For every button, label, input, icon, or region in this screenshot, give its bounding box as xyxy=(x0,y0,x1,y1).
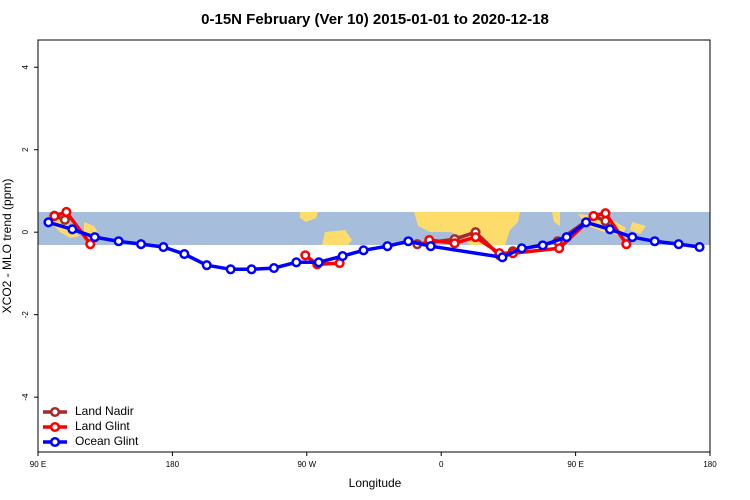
data-point xyxy=(470,232,481,243)
data-point xyxy=(291,257,302,268)
data-point xyxy=(425,241,436,252)
data-point xyxy=(516,243,527,254)
data-point xyxy=(49,211,60,222)
y-tick-label: 0 xyxy=(21,229,30,234)
legend-label: Land Nadir xyxy=(75,404,134,418)
data-point xyxy=(43,217,54,228)
y-tick-label: 4 xyxy=(21,64,30,69)
data-point xyxy=(449,238,460,249)
data-point xyxy=(588,211,599,222)
legend-marker xyxy=(49,421,61,433)
land xyxy=(322,230,352,245)
series xyxy=(43,217,705,275)
data-point xyxy=(621,239,632,250)
land xyxy=(630,222,646,234)
data-point xyxy=(537,240,548,251)
y-axis-label: XCO2 - MLO trend (ppm) xyxy=(0,179,14,314)
data-point xyxy=(61,206,72,218)
data-point xyxy=(403,236,414,247)
data-point xyxy=(649,236,660,247)
legend-label: Ocean Glint xyxy=(75,434,139,448)
data-point xyxy=(85,239,96,250)
legend-label: Land Glint xyxy=(75,419,130,433)
data-point xyxy=(627,232,638,243)
data-point xyxy=(358,245,369,256)
x-tick-label: 90 E xyxy=(30,460,46,469)
data-point xyxy=(225,264,236,275)
data-point xyxy=(497,252,508,263)
data-point xyxy=(561,232,572,243)
chart-title: 0-15N February (Ver 10) 2015-01-01 to 20… xyxy=(201,11,549,28)
data-point xyxy=(67,224,78,235)
y-tick-label: -2 xyxy=(21,311,30,319)
land xyxy=(552,212,560,226)
data-point xyxy=(300,250,311,261)
plot-frame xyxy=(37,39,711,453)
data-point xyxy=(337,251,348,262)
data-point xyxy=(158,241,169,253)
data-point xyxy=(694,241,705,253)
y-tick-label: -4 xyxy=(21,393,30,401)
x-tick-label: 180 xyxy=(703,460,717,469)
y-tick-label: 2 xyxy=(21,147,30,152)
legend-marker xyxy=(49,406,61,418)
data-point xyxy=(89,232,100,243)
x-tick-label: 0 xyxy=(439,460,444,469)
data-point xyxy=(135,239,147,250)
x-tick-label: 90 E xyxy=(567,460,583,469)
data-point xyxy=(268,263,279,274)
data-point xyxy=(246,264,257,275)
legend-marker xyxy=(49,436,61,448)
data-point xyxy=(673,239,684,250)
data-point xyxy=(201,260,212,271)
data-point xyxy=(600,208,611,219)
land xyxy=(414,212,520,245)
x-tick-label: 180 xyxy=(166,460,180,469)
data-point xyxy=(554,243,565,254)
data-point xyxy=(604,224,615,235)
data-point xyxy=(382,241,393,252)
data-point xyxy=(59,214,70,225)
data-point xyxy=(113,236,124,247)
x-axis-label: Longitude xyxy=(349,476,402,490)
data-point xyxy=(581,217,592,228)
data-point xyxy=(179,248,190,260)
land xyxy=(300,212,318,222)
series-line xyxy=(48,220,700,272)
data-point xyxy=(313,257,324,268)
x-tick-label: 90 W xyxy=(297,460,316,469)
